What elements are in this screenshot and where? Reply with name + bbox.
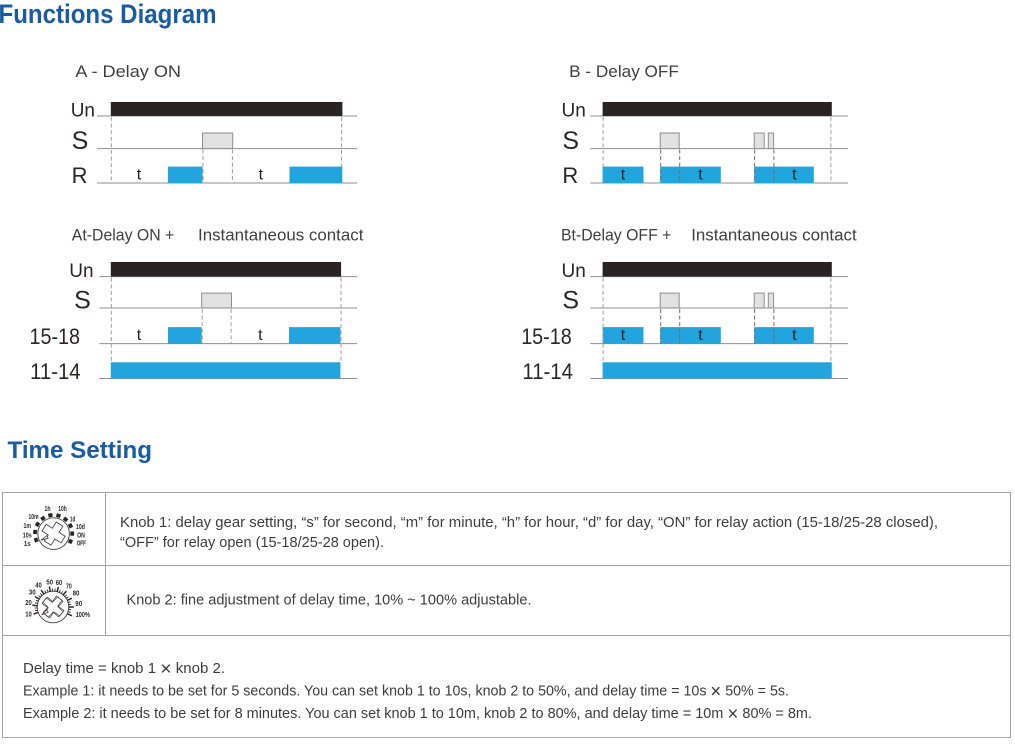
svg-text:Delay time = knob 1 × knob 2.: Delay time = knob 1 × knob 2. <box>23 658 225 680</box>
svg-text:15-18: 15-18 <box>30 324 81 349</box>
svg-text:40: 40 <box>35 581 42 590</box>
svg-text:At-Delay ON +: At-Delay ON + <box>72 226 175 245</box>
svg-text:Example 2: it needs to be set: Example 2: it needs to be set for 8 minu… <box>23 703 812 725</box>
svg-text:70: 70 <box>66 581 72 590</box>
svg-text:Time Setting: Time Setting <box>8 437 153 464</box>
svg-text:Un: Un <box>562 261 586 282</box>
svg-text:t: t <box>258 327 263 344</box>
svg-text:Knob 2: fine adjustment of del: Knob 2: fine adjustment of delay time, 1… <box>127 592 532 609</box>
svg-text:10d: 10d <box>76 524 85 531</box>
svg-text:t: t <box>621 167 626 184</box>
svg-text:Functions Diagram: Functions Diagram <box>0 0 217 29</box>
svg-text:50: 50 <box>46 578 53 587</box>
svg-text:R: R <box>562 163 578 188</box>
svg-text:“OFF” for relay open (15-18/25: “OFF” for relay open (15-18/25-28 open). <box>120 534 384 551</box>
svg-text:100%: 100% <box>76 610 91 619</box>
svg-text:Un: Un <box>562 100 586 121</box>
svg-text:A - Delay ON: A - Delay ON <box>75 62 181 81</box>
svg-text:10m: 10m <box>29 514 39 521</box>
svg-text:80: 80 <box>73 589 80 598</box>
svg-text:1d: 1d <box>70 516 75 523</box>
svg-text:20: 20 <box>25 598 32 607</box>
svg-text:OFF: OFF <box>77 541 87 548</box>
svg-text:1m: 1m <box>24 523 32 530</box>
svg-text:Instantaneous contact: Instantaneous contact <box>198 226 364 245</box>
svg-text:10h: 10h <box>58 506 67 513</box>
svg-text:t: t <box>698 327 703 344</box>
svg-text:R: R <box>72 163 88 188</box>
svg-text:30: 30 <box>29 587 36 596</box>
svg-text:t: t <box>621 327 626 344</box>
svg-text:t: t <box>259 167 264 184</box>
svg-text:t: t <box>137 167 142 184</box>
svg-text:t: t <box>698 167 703 184</box>
svg-text:t: t <box>792 327 797 344</box>
svg-text:Example 1: it needs to be set: Example 1: it needs to be set for 5 seco… <box>23 681 789 703</box>
svg-text:t: t <box>792 167 797 184</box>
svg-text:60: 60 <box>56 578 63 587</box>
svg-text:S: S <box>562 127 579 155</box>
svg-text:1s: 1s <box>24 541 31 548</box>
svg-text:Instantaneous contact: Instantaneous contact <box>691 226 857 245</box>
svg-text:10: 10 <box>25 610 32 619</box>
svg-text:10s: 10s <box>23 532 32 539</box>
svg-text:15-18: 15-18 <box>521 324 572 349</box>
svg-text:11-14: 11-14 <box>522 359 573 384</box>
svg-text:S: S <box>562 286 579 314</box>
svg-text:S: S <box>74 286 91 314</box>
svg-text:Un: Un <box>71 100 95 121</box>
svg-text:Un: Un <box>69 261 93 282</box>
svg-text:ON: ON <box>77 533 85 540</box>
svg-text:t: t <box>137 327 142 344</box>
svg-text:Bt-Delay OFF +: Bt-Delay OFF + <box>561 226 671 245</box>
svg-text:S: S <box>72 127 89 155</box>
svg-text:1h: 1h <box>45 506 51 513</box>
svg-text:11-14: 11-14 <box>30 359 81 384</box>
svg-text:90: 90 <box>75 599 82 608</box>
svg-text:Knob 1: delay gear setting, “s: Knob 1: delay gear setting, “s” for seco… <box>120 514 938 531</box>
svg-text:B - Delay OFF: B - Delay OFF <box>569 62 679 81</box>
